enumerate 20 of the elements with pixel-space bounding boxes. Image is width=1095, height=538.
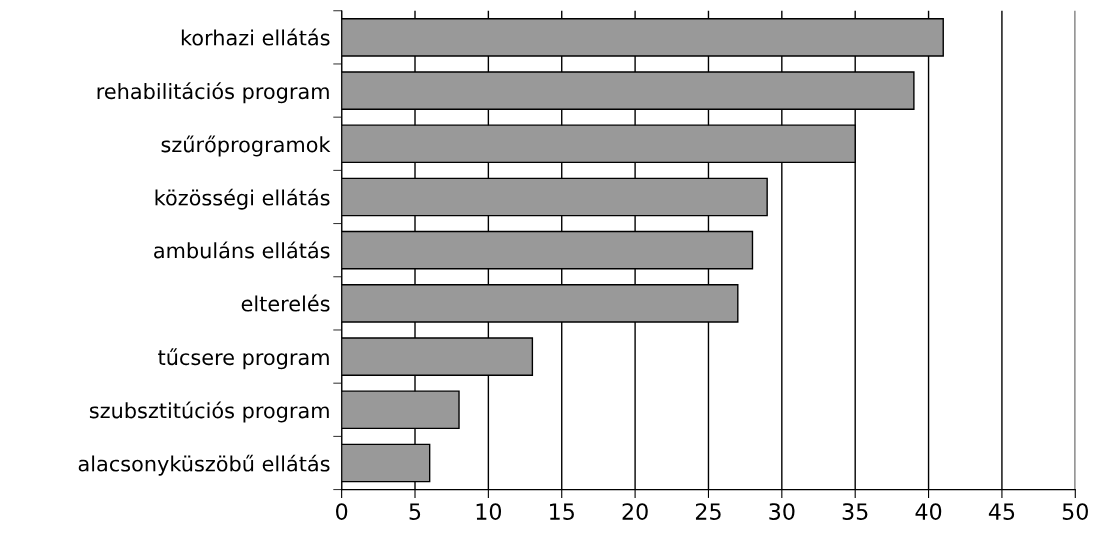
x-tick-label: 10 [476, 503, 502, 520]
x-tick-label: 20 [622, 503, 648, 520]
x-tick-label: 45 [988, 503, 1015, 520]
x-tick-label: 0 [336, 503, 348, 520]
y-tick-label: közösségi ellátás [155, 188, 330, 210]
y-tick-label: ambuláns ellátás [154, 241, 330, 259]
y-tick-label: szűrőprogramok [161, 135, 331, 157]
x-tick-label: 5 [409, 503, 421, 520]
y-tick-label: elterelés [241, 294, 330, 312]
y-tick-label: szubsztitúciós program [89, 401, 329, 423]
y-tick-label: tűcsere program [158, 348, 329, 370]
x-tick-label: 35 [842, 503, 868, 520]
y-tick-label: rehabilitációs program [97, 82, 329, 104]
y-tick-label: alacsonyküszöbű ellátás [78, 454, 330, 476]
x-tick-label: 25 [695, 503, 721, 520]
x-tick-label: 40 [915, 503, 942, 520]
x-tick-label: 15 [550, 503, 574, 520]
x-tick-label: 30 [769, 503, 795, 520]
x-tick-label: 50 [1062, 503, 1088, 520]
y-tick-label: korhazi ellátás [181, 28, 330, 46]
